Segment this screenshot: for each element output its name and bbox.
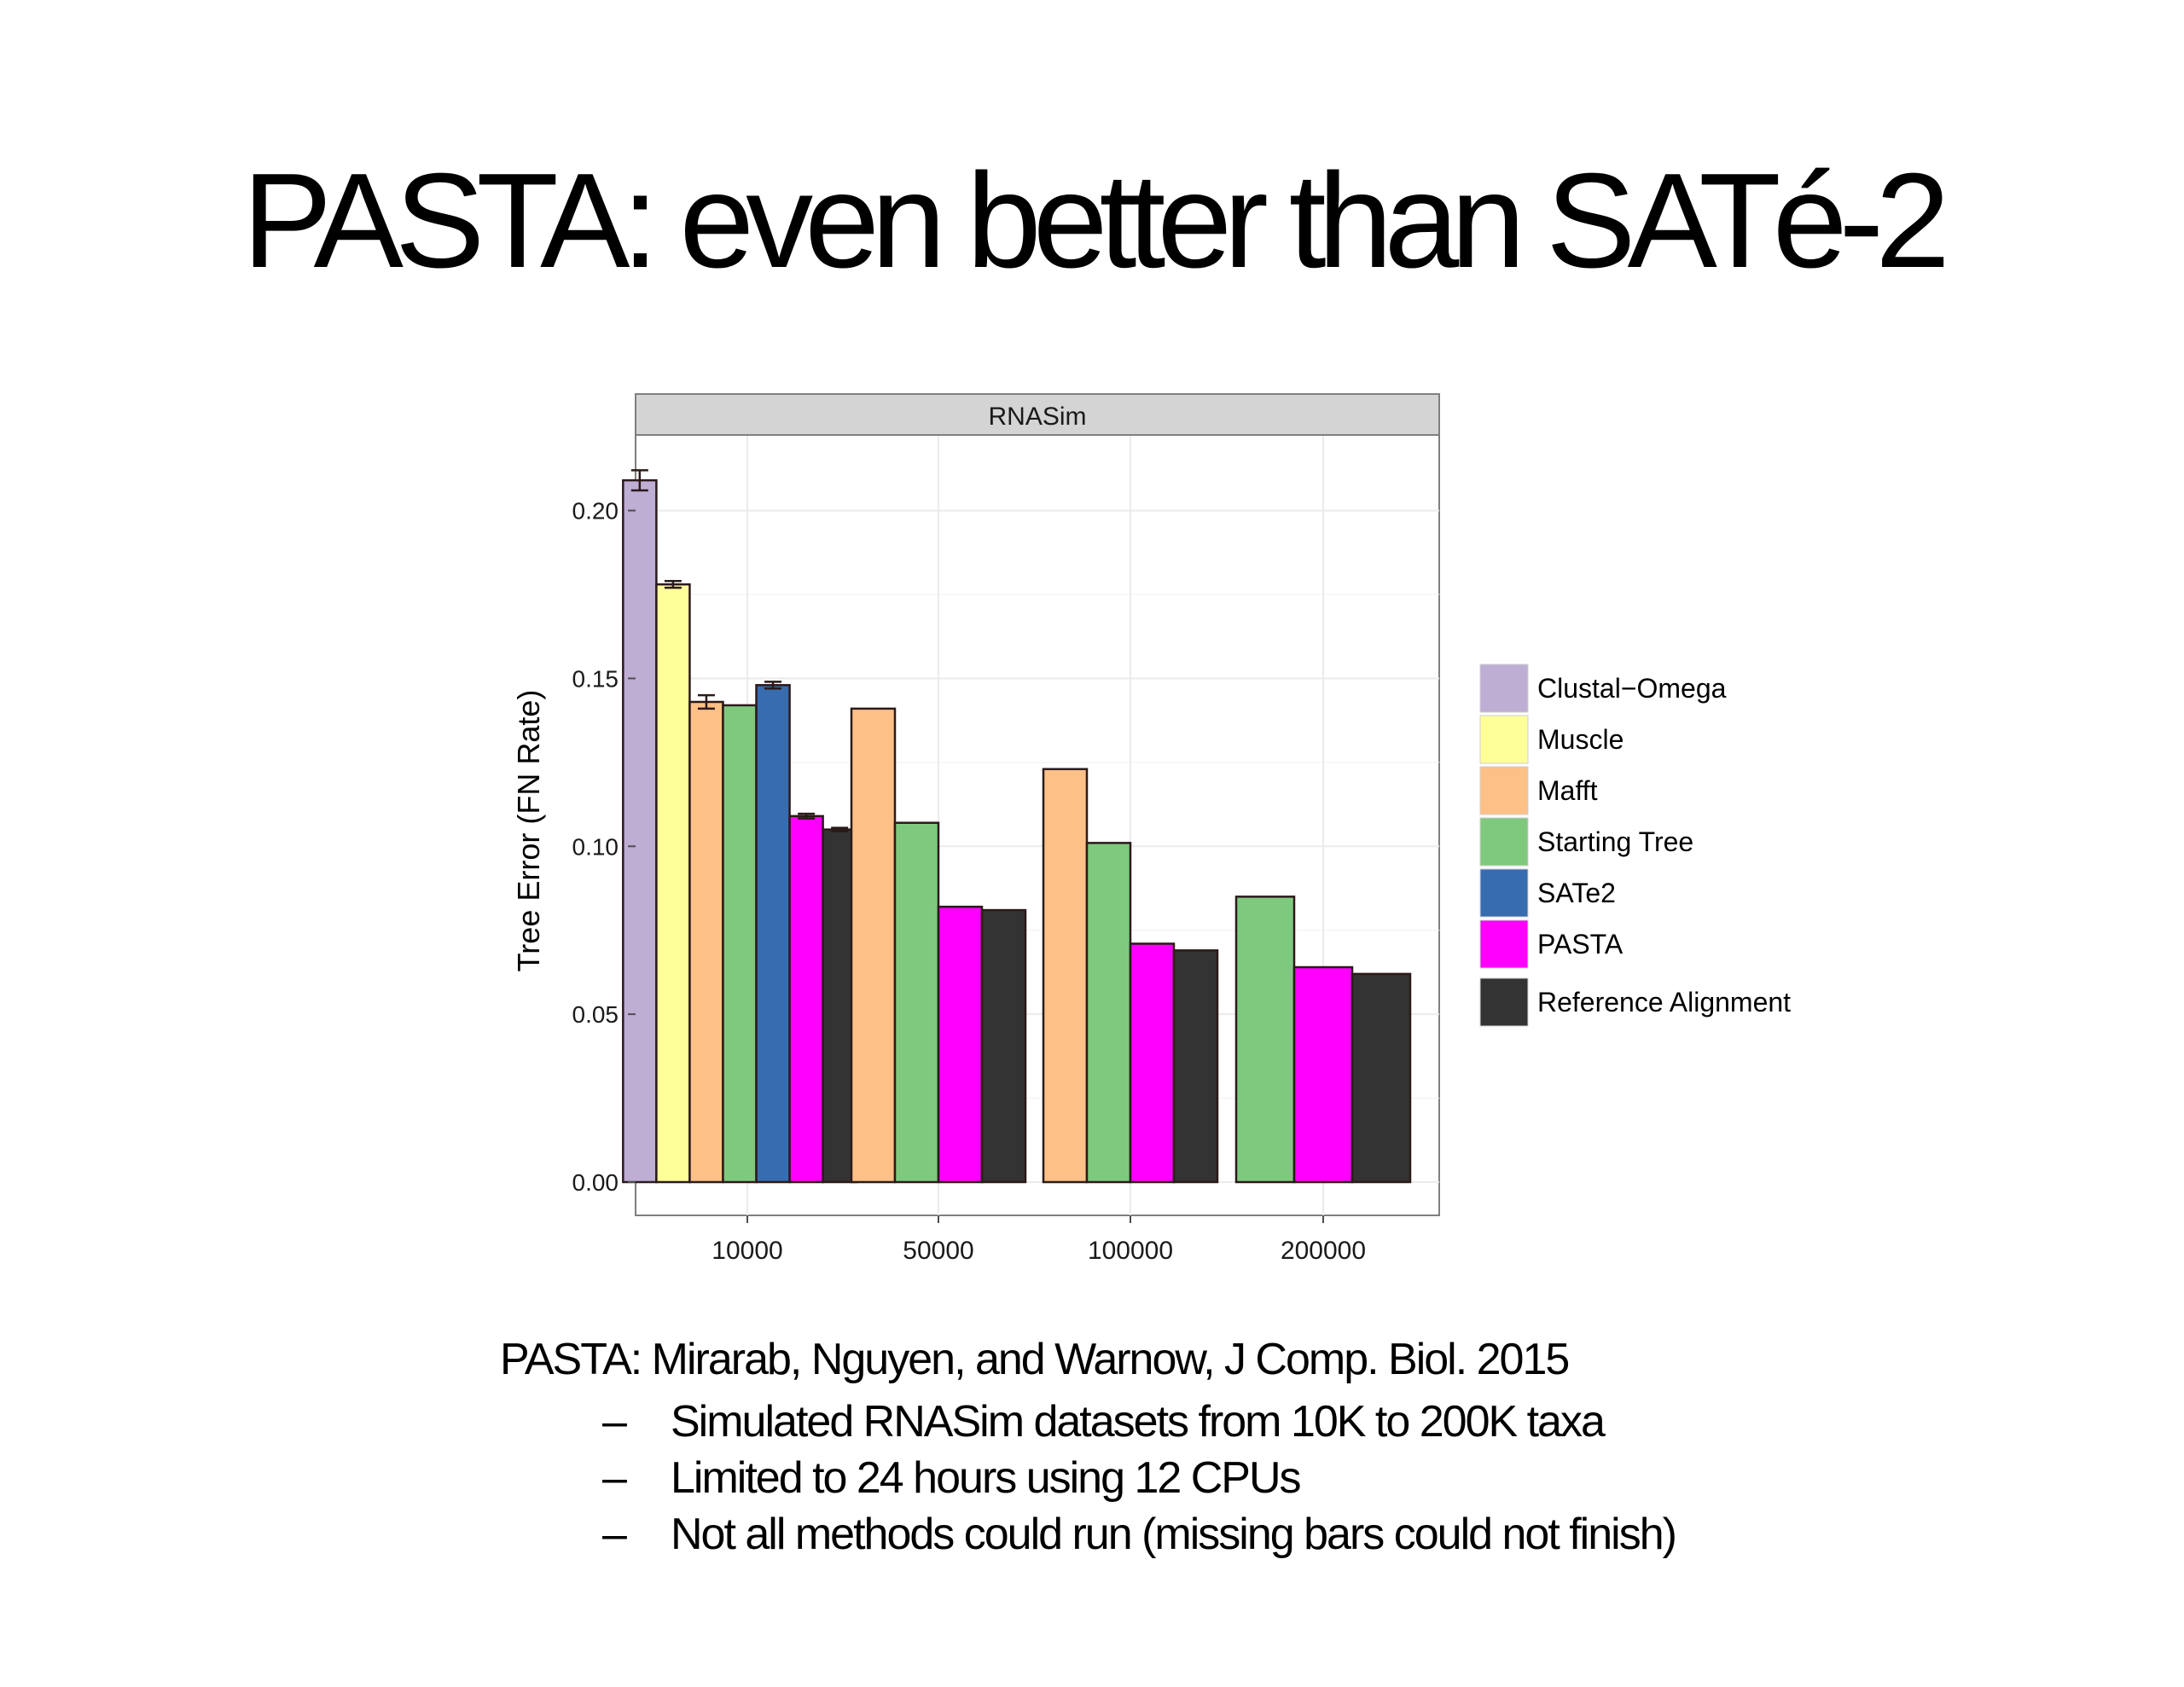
- bar-muscle-10000: [655, 583, 691, 1184]
- bar-pasta-200000: [1292, 965, 1354, 1184]
- legend-item: SATe2: [1478, 867, 1616, 919]
- legend-item: PASTA: [1478, 919, 1623, 970]
- bar-clustal-omega-10000: [622, 478, 658, 1184]
- x-tick-label: 100000: [1088, 1237, 1173, 1265]
- legend-label: Mafft: [1537, 775, 1598, 806]
- legend-item: Clustal−Omega: [1478, 663, 1727, 714]
- citation-caption: PASTA: Mirarab, Nguyen, and Warnow, J Co…: [500, 1335, 1570, 1384]
- facet-strip: RNASim: [635, 393, 1440, 436]
- bar-starting-tree-50000: [893, 821, 940, 1184]
- x-tick-label: 200000: [1281, 1237, 1366, 1265]
- bullet-marker: –: [602, 1453, 627, 1503]
- bullet-item: – Not all methods could run (missing bars…: [602, 1506, 1677, 1562]
- bullet-text: Not all methods could run (missing bars …: [671, 1510, 1677, 1559]
- y-tick-label: 0.10: [572, 833, 619, 860]
- bar-reference-alignment-100000: [1172, 949, 1219, 1184]
- legend: Clustal−Omega Muscle Mafft Starting Tree SAT…: [1478, 663, 1791, 1028]
- bar-chart: 0.00 0.05 0.10 0.15 0.20 10000 50000 100000 200…: [511, 393, 1791, 1265]
- bar-mafft-100000: [1042, 768, 1089, 1184]
- bar-reference-alignment-50000: [980, 908, 1027, 1184]
- bullet-marker: –: [602, 1397, 627, 1446]
- y-tick-label: 0.15: [572, 665, 619, 692]
- bar-starting-tree-100000: [1085, 842, 1132, 1184]
- bar-pasta-50000: [937, 905, 984, 1184]
- bullet-item: – Limited to 24 hours using 12 CPUs: [602, 1450, 1676, 1506]
- bullet-text: Limited to 24 hours using 12 CPUs: [671, 1453, 1302, 1503]
- bar-mafft-50000: [850, 707, 897, 1184]
- bar-reference-alignment-200000: [1350, 972, 1412, 1184]
- legend-item: Muscle: [1478, 714, 1623, 765]
- error-bars: [630, 469, 849, 832]
- legend-label: SATe2: [1537, 878, 1616, 908]
- bar-mafft-10000: [688, 700, 724, 1184]
- bullet-marker: –: [602, 1510, 627, 1559]
- legend-label: PASTA: [1537, 929, 1623, 959]
- legend-swatch: [1479, 817, 1529, 867]
- legend-label: Clustal−Omega: [1537, 673, 1727, 704]
- bullet-text: Simulated RNASim datasets from 10K to 20…: [671, 1397, 1606, 1446]
- legend-item: Starting Tree: [1478, 816, 1693, 867]
- bar-sate2-10000: [755, 684, 791, 1184]
- facet-strip-label: RNASim: [988, 403, 1086, 431]
- legend-item: Mafft: [1478, 765, 1598, 816]
- y-axis-label: Tree Error (FN Rate): [511, 690, 546, 972]
- bar-starting-tree-10000: [722, 704, 758, 1184]
- error-bar: [630, 469, 648, 492]
- legend-item: Reference Alignment: [1478, 977, 1791, 1028]
- bars: [622, 478, 1412, 1184]
- legend-swatch: [1479, 766, 1529, 815]
- x-tick-label: 10000: [712, 1237, 782, 1265]
- x-axis: 10000 50000 100000 200000: [712, 1215, 1366, 1265]
- y-tick-label: 0.20: [572, 498, 619, 525]
- legend-swatch: [1479, 715, 1529, 764]
- y-tick-label: 0.00: [572, 1169, 619, 1196]
- slide-title: PASTA: even better than SATé-2: [241, 146, 1950, 296]
- legend-label: Starting Tree: [1537, 826, 1693, 857]
- legend-label: Muscle: [1537, 724, 1623, 755]
- legend-swatch: [1479, 868, 1529, 918]
- error-bar: [664, 580, 682, 589]
- bullet-list: – Simulated RNASim datasets from 10K to 2…: [602, 1394, 1677, 1562]
- error-bar: [798, 812, 816, 820]
- bullet-item: – Simulated RNASim datasets from 10K to 2…: [602, 1394, 1676, 1450]
- legend-label: Reference Alignment: [1537, 987, 1791, 1017]
- legend-swatch: [1479, 664, 1529, 713]
- y-axis: 0.00 0.05 0.10 0.15 0.20: [572, 498, 636, 1196]
- legend-swatch: [1479, 919, 1529, 969]
- bar-pasta-100000: [1129, 942, 1176, 1184]
- bar-pasta-10000: [788, 815, 824, 1184]
- bar-starting-tree-200000: [1234, 896, 1296, 1184]
- error-bar: [764, 681, 782, 690]
- legend-swatch: [1479, 977, 1529, 1027]
- error-bar: [831, 826, 849, 832]
- x-tick-label: 50000: [903, 1237, 973, 1265]
- y-tick-label: 0.05: [572, 1001, 619, 1028]
- error-bar: [697, 693, 715, 710]
